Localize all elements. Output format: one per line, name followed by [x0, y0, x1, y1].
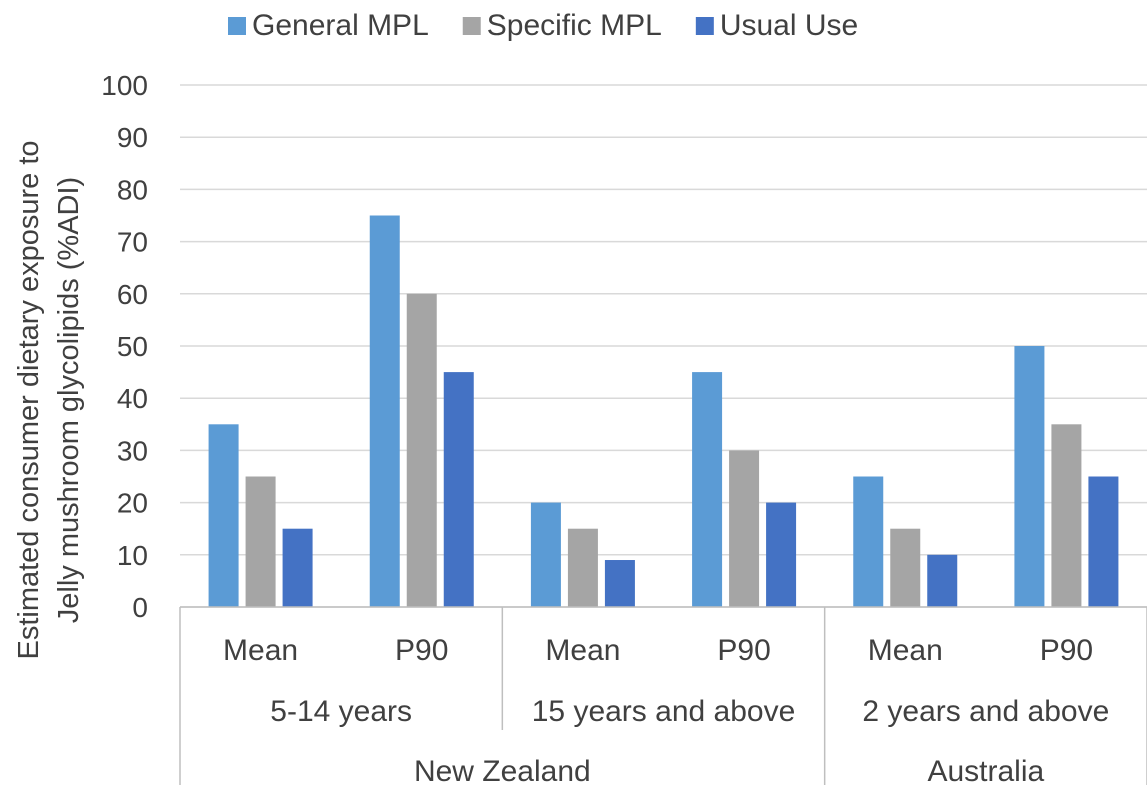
- y-tick-label: 40: [117, 383, 148, 414]
- x-category-label: Mean: [868, 634, 943, 667]
- y-axis-ticks: 0 10 20 30 40 50 60 70 80 90 100: [101, 70, 148, 623]
- x-category-label: Mean: [223, 634, 298, 667]
- y-tick-label: 80: [117, 174, 148, 205]
- gridlines: [180, 84, 1147, 608]
- x-category-label: P90: [717, 634, 770, 667]
- x-country-label: Australia: [927, 755, 1044, 785]
- bars: [208, 215, 1119, 607]
- bar-specific-mpl: [567, 528, 598, 607]
- y-tick-label: 30: [117, 435, 148, 466]
- bar-specific-mpl: [890, 528, 921, 607]
- y-tick-label: 10: [117, 540, 148, 571]
- bar-general-mpl: [208, 424, 239, 607]
- bar-specific-mpl: [729, 450, 760, 607]
- bar-specific-mpl: [406, 293, 437, 607]
- y-tick-label: 90: [117, 122, 148, 153]
- x-category-label: Mean: [545, 634, 620, 667]
- legend-label: Specific MPL: [487, 9, 662, 42]
- y-tick-label: 60: [117, 279, 148, 310]
- y-tick-label: 70: [117, 227, 148, 258]
- legend-swatch: [462, 17, 481, 35]
- bar-specific-mpl: [1051, 424, 1082, 607]
- x-group-label: 5-14 years: [270, 695, 412, 728]
- y-tick-label: 50: [117, 331, 148, 362]
- y-axis-label-line1: Estimated consumer dietary exposure to: [13, 140, 45, 659]
- x-group-label: 2 years and above: [862, 695, 1109, 728]
- legend-swatch: [228, 17, 246, 35]
- legend-swatch: [695, 17, 714, 35]
- y-tick-label: 20: [117, 488, 148, 519]
- bar-usual-use: [927, 554, 958, 607]
- bar-usual-use: [1088, 476, 1119, 607]
- bar-specific-mpl: [245, 476, 276, 607]
- legend-label: General MPL: [252, 9, 429, 42]
- bar-general-mpl: [1014, 346, 1045, 607]
- y-tick-label: 0: [132, 592, 148, 623]
- bar-general-mpl: [369, 215, 400, 607]
- x-axis: Mean P90 Mean P90 Mean P90 5-14 years 15 years …: [179, 606, 1147, 788]
- legend: General MPL Specific MPL Usual Use: [228, 9, 858, 42]
- bar-usual-use: [443, 372, 474, 607]
- x-country-label: New Zealand: [414, 755, 591, 785]
- legend-label: Usual Use: [720, 9, 858, 42]
- bar-general-mpl: [530, 502, 561, 607]
- x-category-label: P90: [395, 634, 448, 667]
- y-axis-label-line2: Jelly mushroom glycolipids (%ADI): [53, 177, 85, 623]
- bar-usual-use: [282, 528, 313, 607]
- x-category-label: P90: [1040, 634, 1093, 667]
- bar-general-mpl: [692, 372, 723, 607]
- bar-general-mpl: [853, 476, 884, 607]
- bar-usual-use: [604, 560, 635, 607]
- x-group-label: 15 years and above: [532, 695, 796, 728]
- bar-usual-use: [766, 502, 797, 607]
- y-tick-label: 100: [101, 70, 148, 101]
